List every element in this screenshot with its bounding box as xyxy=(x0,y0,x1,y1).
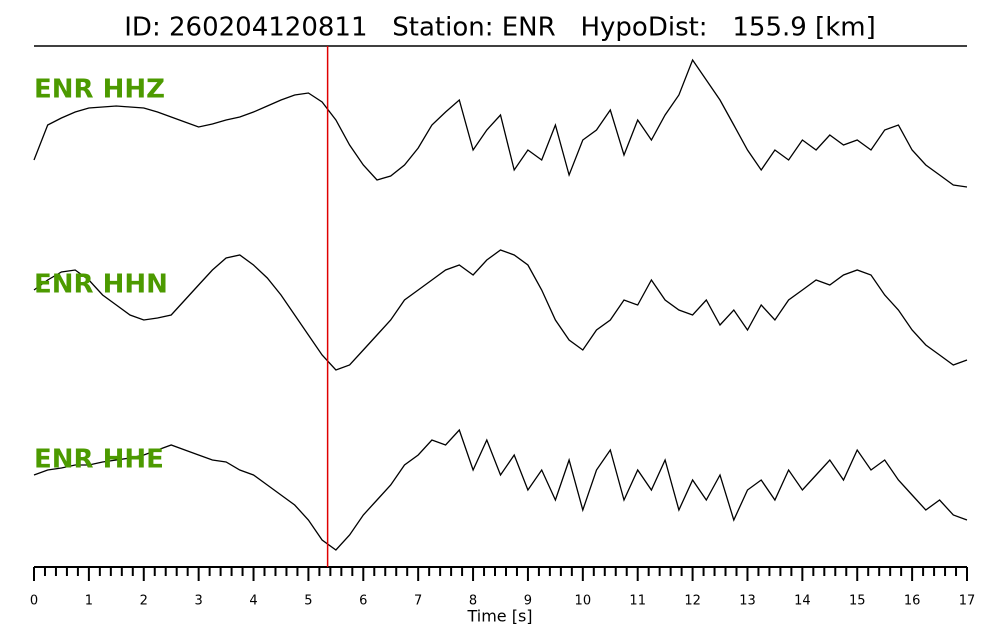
x-tick-label: 2 xyxy=(140,594,148,609)
x-tick-label: 3 xyxy=(195,594,203,609)
x-tick-label: 9 xyxy=(524,594,532,609)
trace-label: ENR HHN xyxy=(34,270,168,300)
x-tick-label: 11 xyxy=(629,594,646,609)
waveform xyxy=(33,58,968,188)
waveform xyxy=(33,428,968,551)
x-axis-label: Time [s] xyxy=(466,607,532,626)
x-tick-label: 6 xyxy=(359,594,367,609)
x-tick-label: 17 xyxy=(959,594,976,609)
x-tick-label: 4 xyxy=(249,594,257,609)
x-tick-label: 16 xyxy=(904,594,921,609)
x-tick-label: 12 xyxy=(684,594,701,609)
x-tick-label: 15 xyxy=(849,594,866,609)
x-tick-label: 7 xyxy=(414,594,422,609)
x-tick-label: 1 xyxy=(85,594,93,609)
x-tick-label: 14 xyxy=(794,594,811,609)
trace-label: ENR HHZ xyxy=(34,75,165,105)
waveform xyxy=(33,249,968,371)
x-tick-label: 10 xyxy=(575,594,592,609)
x-tick-label: 0 xyxy=(30,594,38,609)
x-tick-label: 5 xyxy=(304,594,312,609)
trace-label: ENR HHE xyxy=(34,445,164,475)
chart-title: ID: 260204120811 Station: ENR HypoDist: … xyxy=(124,13,875,43)
x-tick-label: 8 xyxy=(469,594,477,609)
x-tick-label: 13 xyxy=(739,594,756,609)
